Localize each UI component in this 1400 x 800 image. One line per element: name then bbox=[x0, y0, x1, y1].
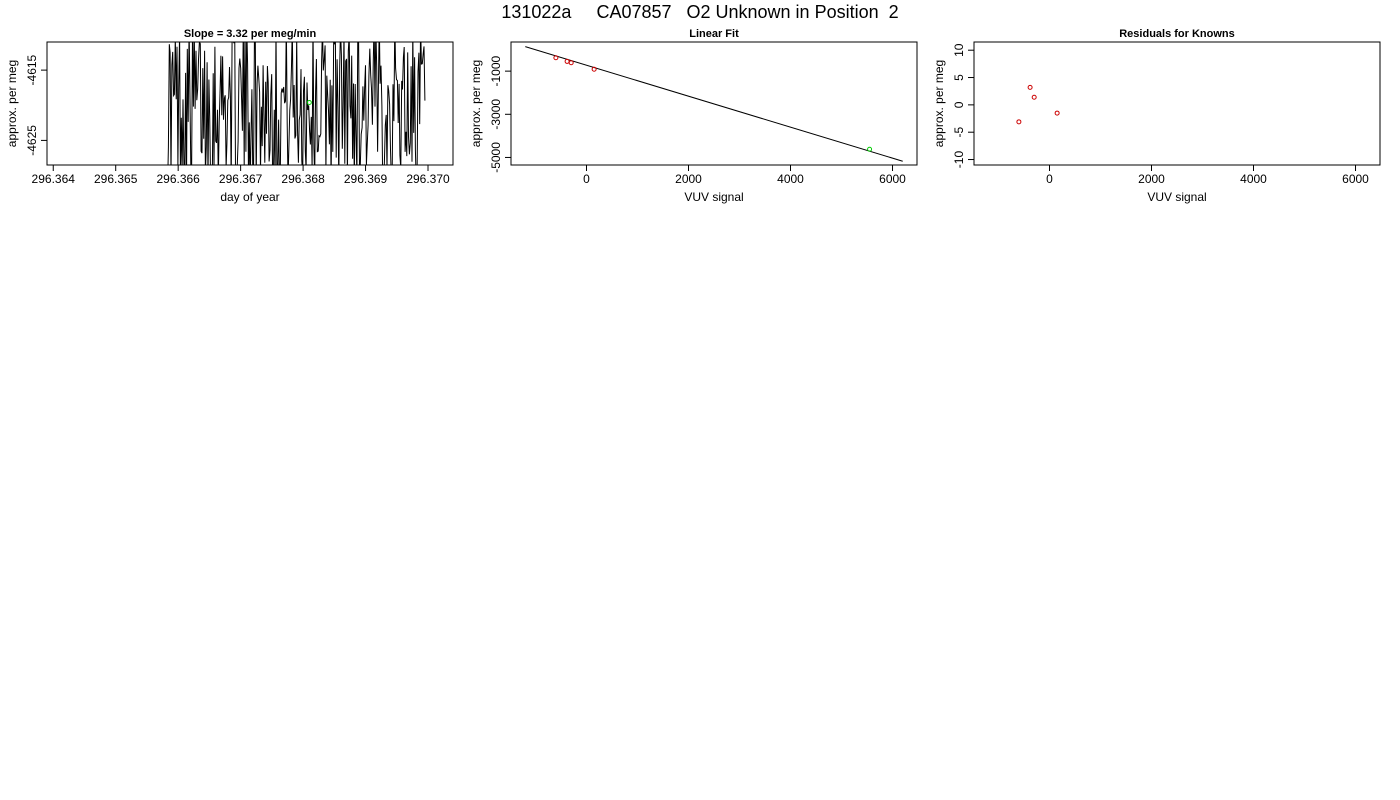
x-axis-label: day of year bbox=[220, 190, 279, 204]
y-tick-label: -10 bbox=[952, 151, 966, 169]
plot-frame bbox=[46, 41, 454, 166]
y-tick-label: -4625 bbox=[25, 125, 39, 156]
chart-panel-3: Residuals for Knowns 0 2000 4000 6000 -10 -5 0 5… bbox=[932, 28, 1381, 204]
x-tick-label: 296.368 bbox=[281, 172, 325, 186]
known-point bbox=[591, 66, 597, 72]
known-point bbox=[564, 58, 570, 64]
x-tick-label: 296.369 bbox=[344, 172, 388, 186]
x-tick-label: 6000 bbox=[1342, 172, 1369, 186]
y-tick-label: -5000 bbox=[489, 142, 503, 173]
y-tick-label: 10 bbox=[952, 43, 966, 57]
x-tick-label: 296.367 bbox=[219, 172, 263, 186]
chart-panel-1: Slope = 3.32 per meg/min 296.364 296.365 29… bbox=[5, 28, 454, 204]
fit-line bbox=[525, 46, 903, 162]
page-title: 131022a CA07857 O2 Unknown in Position 2 bbox=[501, 2, 899, 22]
chart-title: Residuals for Knowns bbox=[1119, 28, 1235, 40]
plot-frame bbox=[973, 41, 1381, 166]
known-point bbox=[553, 55, 559, 61]
y-tick-label: -4615 bbox=[25, 54, 39, 85]
y-axis-label: approx. per meg bbox=[932, 60, 946, 147]
y-axis-label: approx. per meg bbox=[5, 60, 19, 147]
chart-panel-2: Linear Fit 0 2000 4000 6000 -1000 -3000 -5000 VU… bbox=[469, 28, 918, 204]
x-tick-label: 4000 bbox=[1240, 172, 1267, 186]
x-tick-label: 296.366 bbox=[156, 172, 200, 186]
known-point bbox=[568, 60, 574, 66]
chart-title: Slope = 3.32 per meg/min bbox=[184, 28, 317, 40]
x-tick-label: 2000 bbox=[675, 172, 702, 186]
plot-frame bbox=[510, 41, 918, 166]
x-axis-label: VUV signal bbox=[684, 190, 743, 204]
x-tick-label: 6000 bbox=[879, 172, 906, 186]
x-axis-label: VUV signal bbox=[1147, 190, 1206, 204]
plot-area bbox=[167, 42, 426, 165]
y-tick-label: 0 bbox=[952, 101, 966, 108]
chart-title: Linear Fit bbox=[689, 28, 739, 40]
x-tick-label: 296.370 bbox=[406, 172, 450, 186]
known-point bbox=[1016, 119, 1022, 125]
known-point bbox=[1027, 84, 1033, 90]
x-tick-label: 2000 bbox=[1138, 172, 1165, 186]
x-tick-label: 296.364 bbox=[32, 172, 76, 186]
signal-trace bbox=[167, 42, 426, 165]
x-tick-label: 4000 bbox=[777, 172, 804, 186]
y-axis-label: approx. per meg bbox=[469, 60, 483, 147]
plot-area bbox=[1016, 84, 1060, 125]
unknown-point bbox=[867, 146, 873, 152]
y-tick-label: -5 bbox=[952, 127, 966, 138]
unknown-marker bbox=[306, 99, 312, 105]
plot-area bbox=[525, 46, 903, 162]
y-tick-label: 5 bbox=[952, 74, 966, 81]
x-tick-label: 296.365 bbox=[94, 172, 138, 186]
x-tick-label: 0 bbox=[1046, 172, 1053, 186]
y-tick-label: -3000 bbox=[489, 99, 503, 130]
y-tick-label: -1000 bbox=[489, 55, 503, 86]
x-tick-label: 0 bbox=[583, 172, 590, 186]
known-point bbox=[1054, 110, 1060, 116]
known-point bbox=[1031, 94, 1037, 100]
